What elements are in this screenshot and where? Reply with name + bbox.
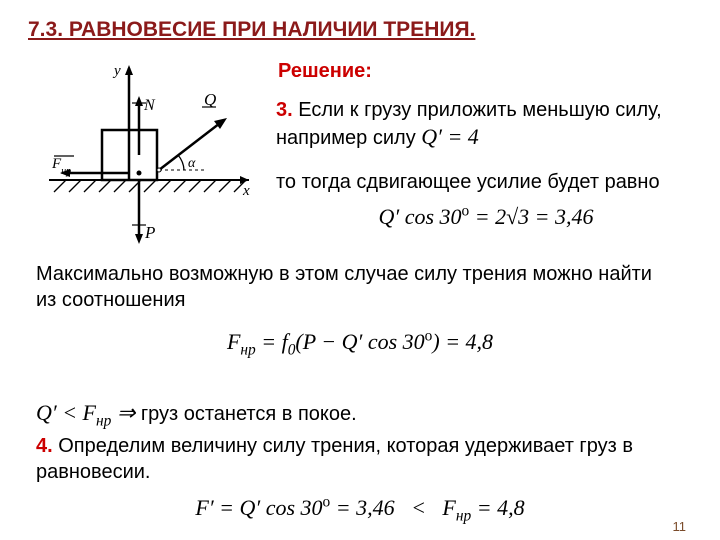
formula-qprime4: Q′ = 4 [421, 124, 479, 149]
vector-q-label: Q [204, 90, 216, 109]
formula-rest-condition: Q′ < Fнр ⇒ [36, 400, 135, 425]
vector-p-label: P [144, 223, 155, 242]
step4-text: 4. Определим величину силу трения, котор… [36, 434, 686, 485]
rest-text: груз останется в покое. [141, 403, 357, 425]
step3-text-b: то тогда сдвигающее усилие будет равно [276, 171, 660, 193]
step3-line-b: то тогда сдвигающее усилие будет равно Q… [276, 170, 696, 232]
axis-y-label: y [112, 63, 121, 79]
vector-n-label: N [143, 97, 156, 114]
formula-fnp: Fнр = f0(P − Q′ cos 30o) = 4,8 [227, 329, 493, 354]
vector-fnp-label: Fнр [51, 156, 71, 177]
friction-diagram: x y N Q α Fнр [44, 60, 254, 250]
page-number: 11 [673, 519, 687, 534]
axis-x-label: x [242, 183, 250, 199]
step4-number: 4. [36, 435, 53, 457]
formula-final: F′ = Q′ cos 30o = 3,46 < Fнр = 4,8 [195, 495, 524, 520]
formula-shear: Q′ cos 30o = 2√3 = 3,46 [379, 204, 594, 229]
step3-line-a: 3. Если к грузу приложить меньшую силу, … [276, 98, 696, 151]
solution-label: Решение: [278, 60, 372, 83]
page: 7.3. РАВНОВЕСИЕ ПРИ НАЛИЧИИ ТРЕНИЯ. [0, 0, 720, 540]
formula-final-row: F′ = Q′ cos 30o = 3,46 < Fнр = 4,8 [0, 494, 720, 526]
formula-fnp-row: Fнр = f0(P − Q′ cos 30o) = 4,8 [0, 328, 720, 360]
max-friction-text: Максимально возможную в этом случае силу… [36, 262, 676, 313]
diagram-svg: x y N Q α Fнр [44, 60, 254, 250]
step4-body: Определим величину силу трения, которая … [36, 435, 633, 483]
section-title: 7.3. РАВНОВЕСИЕ ПРИ НАЛИЧИИ ТРЕНИЯ. [28, 18, 692, 42]
angle-alpha-label: α [188, 156, 196, 171]
rest-line: Q′ < Fнр ⇒ груз останется в покое. [36, 400, 696, 430]
step3-number: 3. [276, 99, 293, 121]
